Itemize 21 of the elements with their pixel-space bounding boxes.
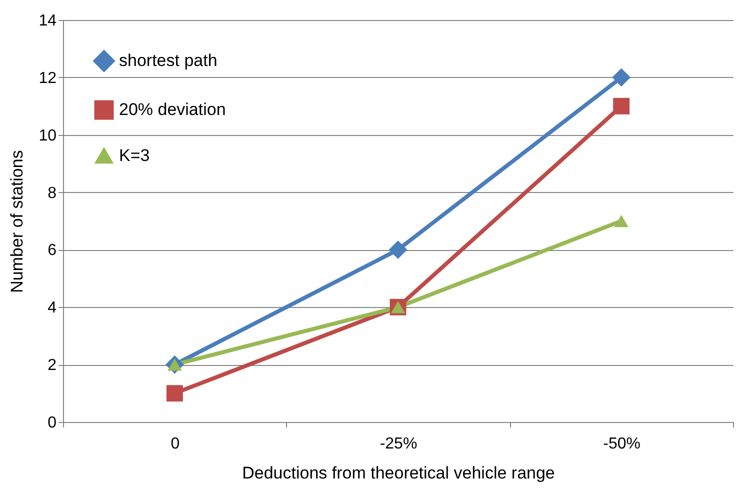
y-tick-label: 14 <box>38 12 57 30</box>
legend-label: shortest path <box>119 51 218 70</box>
x-axis-title: Deductions from theoretical vehicle range <box>242 464 555 482</box>
x-tick-label: -50% <box>603 436 641 452</box>
y-tick-label: 12 <box>38 70 57 87</box>
point <box>613 98 630 114</box>
point <box>614 214 628 228</box>
y-tick-label: 2 <box>48 357 57 374</box>
y-tick-label: 8 <box>48 184 57 202</box>
point <box>388 240 408 259</box>
y-tick-label: 0 <box>48 414 57 432</box>
y-axis-title: Number of stations <box>8 150 27 293</box>
x-tick-label: 0 <box>170 436 180 452</box>
y-tick-label: 6 <box>48 242 57 260</box>
x-tick-label: -25% <box>380 436 418 452</box>
point <box>166 385 183 402</box>
point <box>612 68 631 87</box>
y-tick-label: 4 <box>48 300 57 317</box>
legend-label: K=3 <box>119 146 150 165</box>
legend-label: 20% deviation <box>119 100 226 119</box>
y-tick-label: 10 <box>38 127 57 144</box>
